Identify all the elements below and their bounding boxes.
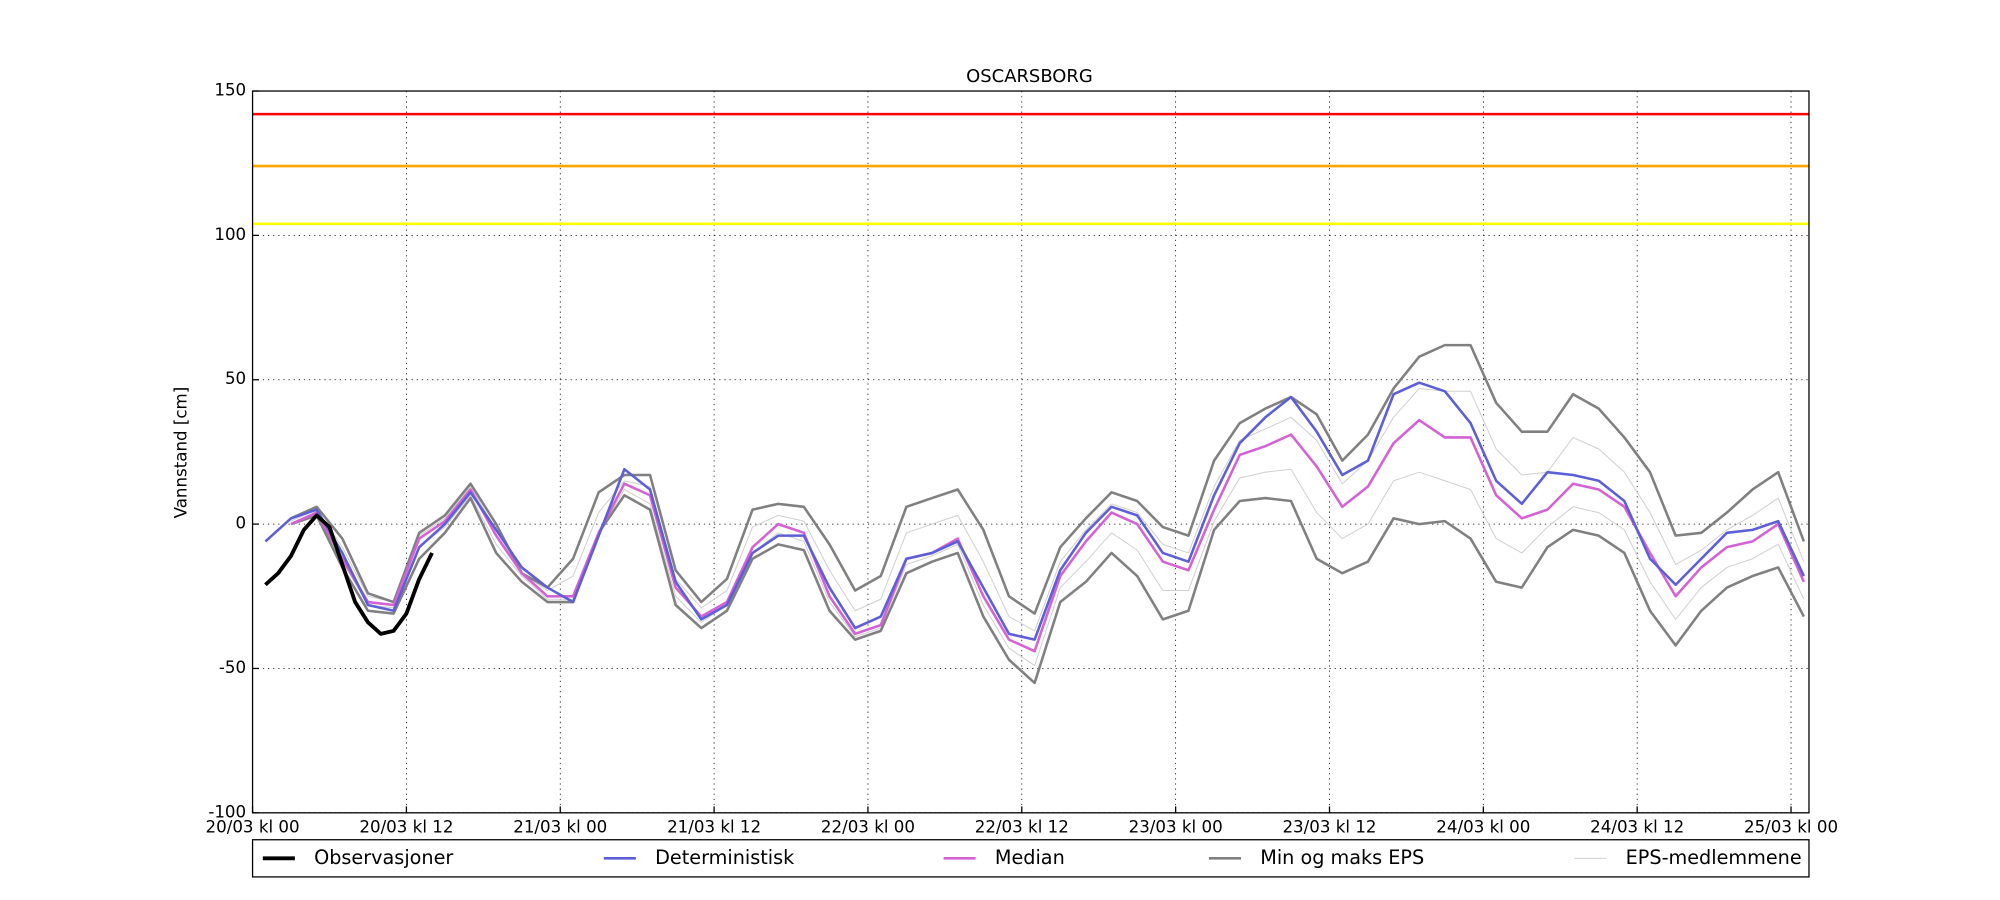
y-tick-label: -100: [208, 802, 246, 821]
series-line: [264, 513, 434, 636]
chart-title: OSCARSBORG: [966, 66, 1093, 87]
member-line: [290, 468, 1805, 667]
legend-label: Observasjoner: [314, 846, 453, 869]
x-tick-label: 20/03 kl 12: [359, 818, 453, 837]
series-line: [290, 418, 1806, 653]
x-tick-label: 21/03 kl 00: [513, 818, 607, 837]
x-tick-label: 23/03 kl 12: [1282, 818, 1376, 837]
y-tick-label: -50: [219, 658, 246, 677]
plot-frame: [251, 90, 1810, 814]
legend-label: Min og maks EPS: [1260, 846, 1424, 869]
x-tick-label: 24/03 kl 12: [1590, 818, 1684, 837]
y-tick-label: 0: [236, 514, 247, 533]
series-line: [290, 493, 1805, 685]
y-axis-label: Vannstand [cm]: [172, 387, 191, 519]
legend-label: EPS-medlemmene: [1626, 846, 1802, 869]
legend-label: Median: [995, 846, 1065, 869]
x-tick-label: 22/03 kl 00: [821, 818, 915, 837]
x-tick-label: 20/03 kl 00: [206, 818, 300, 837]
series-line: [264, 381, 1806, 641]
x-tick-label: 23/03 kl 00: [1129, 818, 1223, 837]
y-tick-label: 150: [214, 81, 246, 100]
y-tick-label: 50: [225, 369, 246, 388]
legend-box: [251, 839, 1810, 878]
series-line: [290, 343, 1806, 615]
member-line: [290, 387, 1805, 632]
y-tick-label: 100: [214, 225, 246, 244]
legend-label: Deterministisk: [655, 846, 795, 869]
x-tick-label: 24/03 kl 00: [1436, 818, 1530, 837]
x-tick-label: 22/03 kl 12: [975, 818, 1069, 837]
x-tick-label: 25/03 kl 00: [1744, 818, 1838, 837]
x-tick-label: 21/03 kl 12: [667, 818, 761, 837]
